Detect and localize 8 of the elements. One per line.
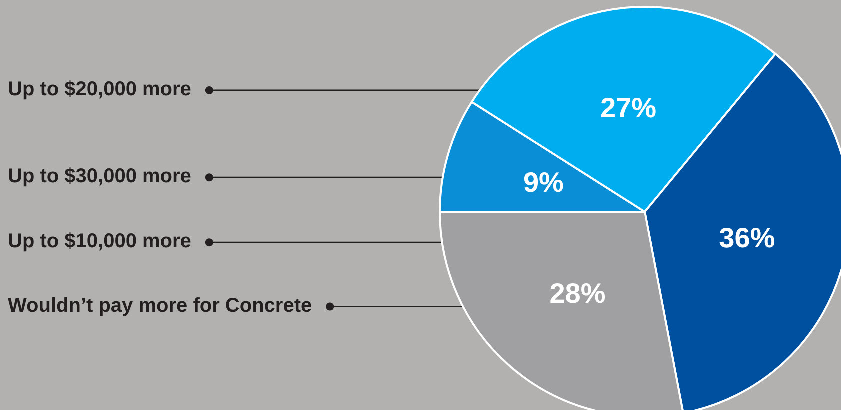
data-label: 27% <box>600 92 657 124</box>
slice-label: Up to $20,000 more <box>8 78 192 101</box>
data-label: 36% <box>719 222 776 254</box>
data-label: 9% <box>523 167 564 198</box>
slice-label: Up to $30,000 more <box>8 166 192 188</box>
slice-label: Wouldn’t pay more for Concrete <box>8 294 312 317</box>
slice-label: Up to $10,000 more <box>8 230 192 253</box>
data-label: 28% <box>550 278 606 309</box>
